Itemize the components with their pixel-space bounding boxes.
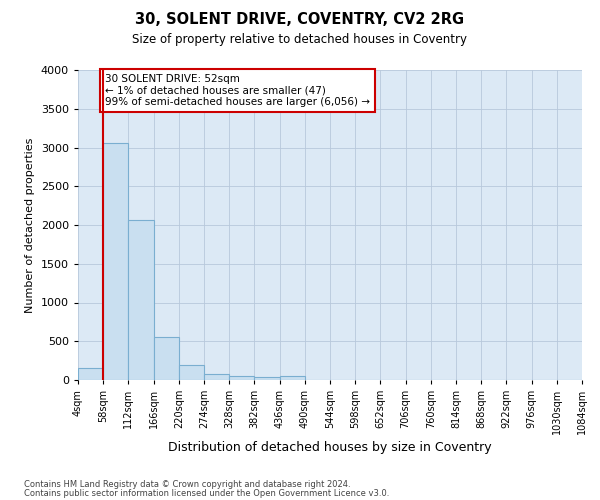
X-axis label: Distribution of detached houses by size in Coventry: Distribution of detached houses by size … bbox=[168, 441, 492, 454]
Bar bbox=[179, 365, 204, 380]
Y-axis label: Number of detached properties: Number of detached properties bbox=[25, 138, 35, 312]
Text: Contains public sector information licensed under the Open Government Licence v3: Contains public sector information licen… bbox=[24, 489, 389, 498]
Bar bbox=[154, 336, 179, 380]
Bar bbox=[204, 374, 229, 380]
Text: 30, SOLENT DRIVE, COVENTRY, CV2 2RG: 30, SOLENT DRIVE, COVENTRY, CV2 2RG bbox=[136, 12, 464, 28]
Text: Size of property relative to detached houses in Coventry: Size of property relative to detached ho… bbox=[133, 32, 467, 46]
Text: Contains HM Land Registry data © Crown copyright and database right 2024.: Contains HM Land Registry data © Crown c… bbox=[24, 480, 350, 489]
Bar bbox=[78, 368, 103, 380]
Bar bbox=[254, 376, 280, 380]
Text: 30 SOLENT DRIVE: 52sqm
← 1% of detached houses are smaller (47)
99% of semi-deta: 30 SOLENT DRIVE: 52sqm ← 1% of detached … bbox=[105, 74, 370, 107]
Bar bbox=[128, 220, 154, 380]
Bar bbox=[280, 376, 305, 380]
Bar bbox=[229, 376, 254, 380]
Bar bbox=[103, 143, 128, 380]
